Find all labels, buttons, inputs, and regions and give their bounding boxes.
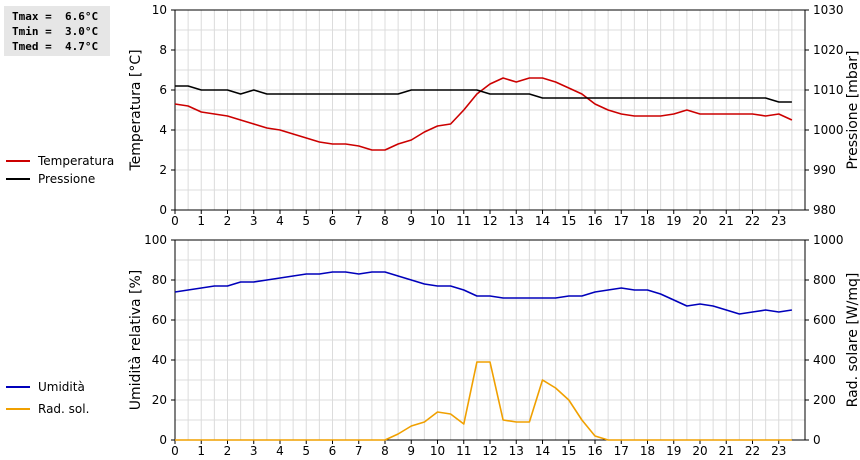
- x-tick-label: 18: [640, 444, 655, 458]
- x-tick-label: 13: [509, 444, 524, 458]
- tmin-label: Tmin = 3.0°C: [12, 25, 99, 38]
- series-line-rad-sol-: [175, 361, 792, 441]
- x-tick-label: 4: [276, 444, 284, 458]
- x-tick-label: 6: [329, 444, 337, 458]
- x-tick-label: 22: [745, 444, 760, 458]
- x-tick-label: 0: [171, 214, 179, 228]
- x-tick-label: 9: [407, 214, 415, 228]
- y-right-tick-label: 600: [813, 313, 836, 327]
- x-tick-label: 9: [407, 444, 415, 458]
- x-tick-label: 17: [614, 444, 629, 458]
- legend-label: Umidità: [38, 380, 85, 394]
- tmax-label: Tmax = 6.6°C: [12, 10, 99, 23]
- x-tick-label: 15: [561, 214, 576, 228]
- y-left-tick-label: 8: [159, 43, 167, 57]
- x-tick-label: 8: [381, 214, 389, 228]
- x-tick-label: 11: [456, 214, 471, 228]
- legend-label: Pressione: [38, 172, 95, 186]
- x-tick-label: 8: [381, 444, 389, 458]
- x-tick-label: 1: [197, 444, 205, 458]
- y-left-axis-label: Umidità relativa [%]: [128, 270, 144, 411]
- y-left-tick-label: 0: [159, 203, 167, 217]
- stats-box: Tmax = 6.6°C Tmin = 3.0°C Tmed = 4.7°C: [4, 6, 110, 56]
- y-right-tick-label: 1030: [813, 3, 844, 17]
- y-left-tick-label: 20: [152, 393, 167, 407]
- y-right-tick-label: 1000: [813, 123, 844, 137]
- y-right-tick-label: 200: [813, 393, 836, 407]
- y-left-tick-label: 4: [159, 123, 167, 137]
- x-tick-label: 5: [302, 214, 310, 228]
- x-tick-label: 2: [224, 214, 232, 228]
- y-left-tick-label: 100: [144, 233, 167, 247]
- x-tick-label: 18: [640, 214, 655, 228]
- x-tick-label: 3: [250, 444, 258, 458]
- y-left-tick-label: 2: [159, 163, 167, 177]
- x-tick-label: 12: [482, 444, 497, 458]
- y-right-tick-label: 990: [813, 163, 836, 177]
- x-tick-label: 23: [771, 214, 786, 228]
- x-tick-label: 10: [430, 214, 445, 228]
- x-tick-label: 22: [745, 214, 760, 228]
- x-tick-label: 19: [666, 444, 681, 458]
- x-tick-label: 4: [276, 214, 284, 228]
- x-tick-label: 10: [430, 444, 445, 458]
- y-right-tick-label: 1000: [813, 233, 844, 247]
- x-tick-label: 16: [587, 444, 602, 458]
- x-tick-label: 0: [171, 444, 179, 458]
- y-left-tick-label: 0: [159, 433, 167, 447]
- y-right-tick-label: 980: [813, 203, 836, 217]
- series-line-pressione: [175, 85, 792, 103]
- x-tick-label: 7: [355, 214, 363, 228]
- y-right-tick-label: 400: [813, 353, 836, 367]
- legend-label: Rad. sol.: [38, 402, 89, 416]
- chart-panel-1: 0 1 2 3 4 5 6 7 8 9 10 11 12 13 14 15 16 17 18 19 20 21 22 2302…: [6, 3, 860, 228]
- x-tick-label: 14: [535, 444, 550, 458]
- y-left-tick-label: 60: [152, 313, 167, 327]
- y-left-tick-label: 80: [152, 273, 167, 287]
- chart-panel-2: 0 1 2 3 4 5 6 7 8 9 10 11 12 13 14 15 16 17 18 19 20 21 22 2302…: [6, 233, 860, 458]
- tmed-label: Tmed = 4.7°C: [12, 40, 99, 53]
- x-tick-label: 21: [719, 214, 734, 228]
- y-left-tick-label: 6: [159, 83, 167, 97]
- y-left-axis-label: Temperatura [°C]: [128, 49, 144, 171]
- y-right-tick-label: 0: [813, 433, 821, 447]
- x-tick-label: 23: [771, 444, 786, 458]
- x-tick-label: 1: [197, 214, 205, 228]
- legend-label: Temperatura: [37, 154, 114, 168]
- y-right-tick-label: 1020: [813, 43, 844, 57]
- y-left-tick-label: 40: [152, 353, 167, 367]
- x-tick-label: 13: [509, 214, 524, 228]
- x-tick-label: 17: [614, 214, 629, 228]
- x-tick-label: 14: [535, 214, 550, 228]
- x-tick-label: 5: [302, 444, 310, 458]
- x-tick-label: 2: [224, 444, 232, 458]
- x-tick-label: 6: [329, 214, 337, 228]
- y-right-axis-label: Pressione [mbar]: [845, 50, 860, 169]
- x-tick-label: 19: [666, 214, 681, 228]
- x-tick-label: 7: [355, 444, 363, 458]
- series-line-temperatura: [174, 77, 793, 151]
- x-tick-label: 20: [692, 214, 707, 228]
- x-tick-label: 16: [587, 214, 602, 228]
- x-tick-label: 15: [561, 444, 576, 458]
- y-right-tick-label: 1010: [813, 83, 844, 97]
- x-tick-label: 21: [719, 444, 734, 458]
- y-right-tick-label: 800: [813, 273, 836, 287]
- series-line-umidit-: [174, 271, 793, 315]
- x-tick-label: 20: [692, 444, 707, 458]
- x-tick-label: 3: [250, 214, 258, 228]
- x-tick-label: 11: [456, 444, 471, 458]
- y-right-axis-label: Rad. solare [W/mq]: [845, 273, 860, 408]
- y-left-tick-label: 10: [152, 3, 167, 17]
- x-tick-label: 12: [482, 214, 497, 228]
